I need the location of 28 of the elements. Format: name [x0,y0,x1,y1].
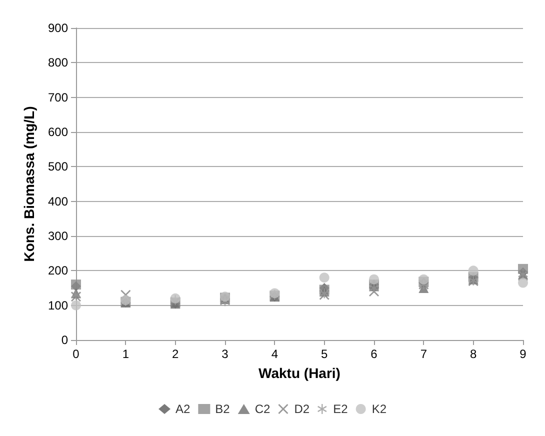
x-tick-label: 0 [72,347,80,361]
x-tick-label: 9 [520,347,527,361]
y-tick-label: 0 [61,333,68,347]
y-axis-title: Kons. Biomassa (mg/L) [21,106,37,262]
y-tick-label: 400 [48,194,68,208]
y-tick-label: 200 [48,264,68,278]
y-tick-label: 700 [48,90,68,104]
x-tick-label: 6 [370,347,378,361]
legend-label: C2 [254,402,271,416]
legend-label: K2 [372,402,387,416]
x-tick-label: 8 [470,347,477,361]
legend-label: D2 [294,402,310,416]
legend-label: A2 [176,402,191,416]
x-tick-label: 4 [271,347,278,361]
y-tick-label: 300 [48,229,68,243]
x-axis-title: Waktu (Hari) [258,365,340,381]
x-tick-label: 7 [420,347,428,361]
y-tick-label: 800 [48,56,68,70]
x-tick-label: 5 [320,347,328,361]
legend-label: B2 [215,402,230,416]
y-tick-label: 500 [48,160,68,174]
legend-label: E2 [333,402,348,416]
x-tick-label: 3 [222,347,229,361]
x-tick-label: 2 [172,347,179,361]
x-tick-label: 1 [122,347,130,361]
y-tick-label: 600 [48,125,68,139]
y-tick-label: 900 [48,21,68,35]
y-tick-label: 100 [48,298,68,312]
